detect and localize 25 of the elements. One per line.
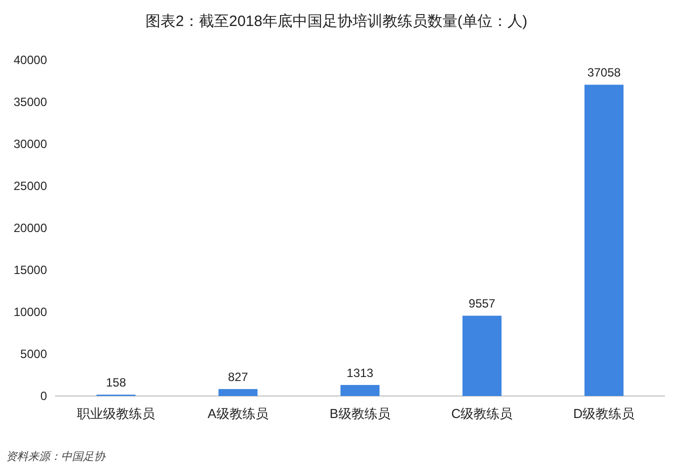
y-tick-label: 40000 bbox=[14, 53, 48, 67]
chart-title: 图表2：截至2018年底中国足协培训教练员数量(单位：人) bbox=[146, 13, 528, 30]
y-tick-label: 25000 bbox=[14, 179, 48, 193]
x-tick-label: C级教练员 bbox=[451, 406, 513, 421]
x-tick-label: B级教练员 bbox=[330, 406, 390, 421]
bar bbox=[462, 316, 502, 396]
x-tick-label: A级教练员 bbox=[208, 406, 268, 421]
y-tick-label: 5000 bbox=[20, 347, 48, 361]
text: 资料来源：中国足协 bbox=[6, 450, 106, 463]
y-tick-label: 30000 bbox=[14, 137, 48, 151]
bar bbox=[340, 384, 380, 396]
data-label: 37058 bbox=[587, 66, 622, 80]
x-tick-label: D级教练员 bbox=[573, 406, 635, 421]
bar bbox=[218, 389, 258, 396]
y-tick-label: 15000 bbox=[14, 263, 48, 277]
data-label: 827 bbox=[228, 370, 248, 384]
bar bbox=[584, 84, 624, 396]
data-label: 9557 bbox=[468, 296, 496, 311]
x-tick-label: 职业级教练员 bbox=[77, 406, 155, 421]
y-tick-label: 20000 bbox=[14, 221, 48, 235]
y-tick-label: 0 bbox=[40, 389, 48, 403]
y-tick-label: 35000 bbox=[14, 95, 48, 109]
y-tick-label: 10000 bbox=[14, 305, 48, 319]
data-label: 158 bbox=[106, 376, 126, 390]
data-label: 1313 bbox=[346, 366, 374, 380]
